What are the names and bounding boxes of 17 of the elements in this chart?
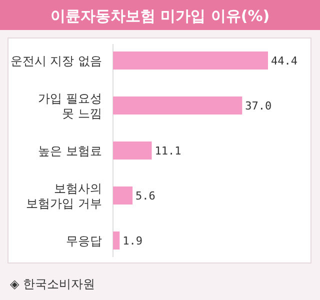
data-label: 44.4: [271, 54, 298, 68]
data-label: 11.1: [154, 144, 182, 158]
bar: [113, 52, 268, 70]
data-label: 37.0: [245, 100, 272, 112]
y-tick-label: 높은 보험료: [38, 144, 102, 158]
y-tick-label: 운전시 지장 없음: [10, 54, 102, 68]
chart-title: 이륜자동차보험 미가입 이유(%): [50, 7, 270, 25]
bar: [113, 186, 133, 204]
data-label: 1.9: [122, 234, 143, 248]
y-tick-label: 보험사의 보험가입 거부: [26, 182, 102, 210]
y-tick-label: 무응답: [66, 234, 102, 248]
bar: [113, 142, 152, 160]
bar: [113, 232, 120, 250]
y-tick-label: 가입 필요성 못 느낌: [38, 92, 102, 120]
data-label: 5.6: [136, 190, 156, 202]
bar: [113, 96, 242, 114]
text: ◈ 한국소비자원: [10, 277, 96, 291]
